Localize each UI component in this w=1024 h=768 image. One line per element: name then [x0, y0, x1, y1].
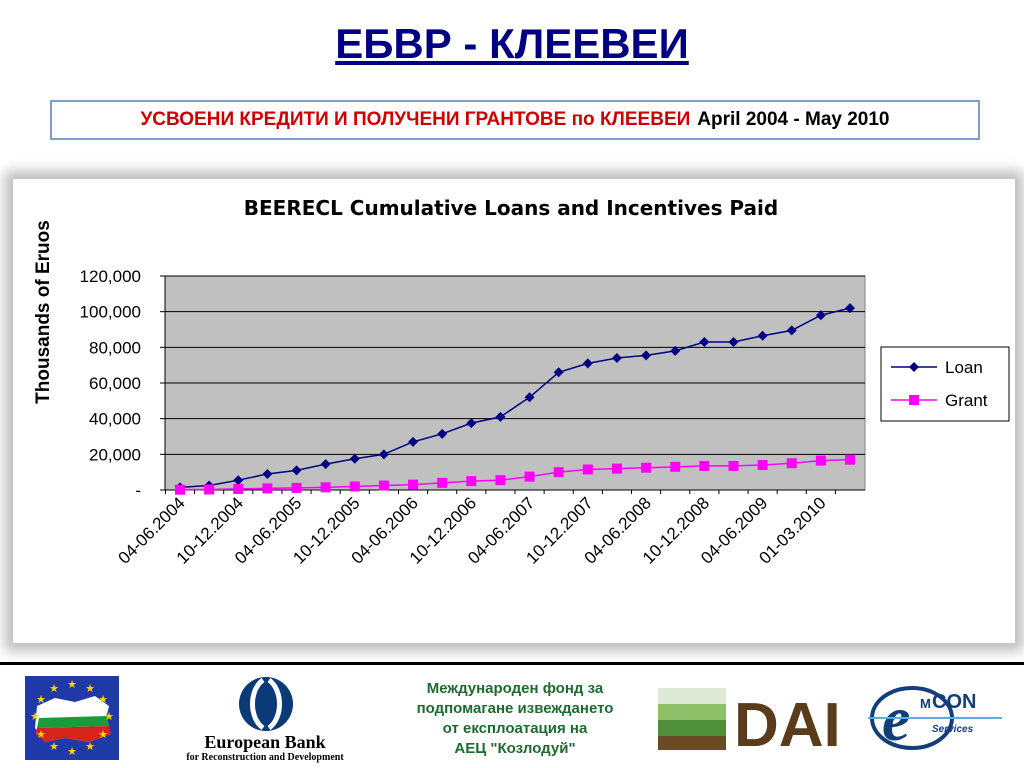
- data-point-grant: [524, 471, 535, 482]
- data-point-loan: [670, 345, 681, 356]
- data-point-grant: [845, 454, 855, 465]
- y-tick-label: 120,000: [80, 267, 141, 286]
- data-point-loan: [641, 350, 652, 361]
- fund-name: Международен фонд за подпомагане извежда…: [395, 679, 635, 759]
- data-point-loan: [786, 325, 797, 336]
- chart-title: BEERECL Cumulative Loans and Incentives …: [244, 196, 778, 220]
- ebrd-logo-icon: European Bank for Reconstruction and Dev…: [165, 676, 365, 766]
- y-tick-label: 20,000: [89, 445, 141, 464]
- data-point-grant: [815, 455, 826, 466]
- legend: Loan Grant: [880, 346, 1010, 422]
- svg-text:★: ★: [85, 682, 95, 695]
- data-point-loan: [408, 436, 419, 447]
- data-point-grant: [670, 461, 681, 472]
- data-point-loan: [845, 303, 855, 314]
- data-point-loan: [233, 475, 244, 486]
- series-line-loan: [179, 307, 851, 489]
- data-point-grant: [699, 460, 710, 471]
- subtitle-main: УСВОЕНИ КРЕДИТИ И ПОЛУЧЕНИ ГРАНТОВЕ по К…: [140, 109, 691, 130]
- dai-logo-icon: DAI: [658, 684, 841, 760]
- data-point-grant: [233, 483, 244, 494]
- fund-line: Международен фонд за: [426, 680, 604, 697]
- svg-text:★: ★: [36, 728, 46, 741]
- data-point-grant: [378, 480, 389, 491]
- data-point-loan: [437, 428, 448, 439]
- emcon-con: CON: [932, 691, 976, 713]
- data-point-loan: [320, 459, 331, 470]
- svg-text:★: ★: [67, 745, 77, 758]
- data-point-loan: [524, 392, 535, 403]
- svg-text:★: ★: [104, 710, 114, 723]
- data-point-loan: [582, 358, 593, 369]
- ebrd-name: European Bank: [204, 732, 326, 752]
- svg-text:★: ★: [67, 678, 77, 691]
- legend-marker-grant: [909, 395, 919, 405]
- data-point-grant: [291, 482, 302, 493]
- fund-line: АЕЦ "Козлодуй": [454, 740, 576, 757]
- y-axis-label: Thousands of Eruos: [33, 220, 54, 404]
- ebrd-subtitle: for Reconstruction and Development: [186, 752, 344, 763]
- y-tick-label: 60,000: [89, 374, 141, 393]
- svg-text:★: ★: [36, 693, 46, 706]
- data-point-grant: [641, 462, 652, 473]
- data-point-grant: [262, 483, 273, 494]
- data-point-grant: [466, 476, 477, 487]
- y-tick-label: 100,000: [80, 303, 141, 322]
- page-title: ЕБВР - КЛЕЕВЕИ: [335, 20, 689, 67]
- data-point-grant: [437, 477, 448, 488]
- data-point-grant: [495, 475, 506, 486]
- data-point-loan: [466, 418, 477, 429]
- data-point-loan: [699, 336, 710, 347]
- fund-line: от експлоатация на: [442, 720, 588, 737]
- eu-flag-bulgaria-map-icon: ★ ★ ★ ★ ★ ★ ★ ★ ★ ★ ★ ★: [25, 676, 119, 760]
- fund-line: подпомагане извеждането: [416, 700, 614, 717]
- data-point-grant: [408, 479, 419, 490]
- data-point-grant: [582, 464, 593, 475]
- data-point-grant: [320, 482, 331, 493]
- y-tick-label: 80,000: [89, 338, 141, 357]
- emcon-m: M: [920, 696, 931, 711]
- data-point-grant: [553, 467, 564, 478]
- data-point-loan: [378, 449, 389, 460]
- data-point-grant: [757, 460, 768, 471]
- data-point-grant: [786, 458, 797, 469]
- data-point-grant: [204, 484, 215, 495]
- data-point-loan: [815, 310, 826, 321]
- y-tick-label: -: [135, 481, 141, 500]
- data-point-grant: [728, 460, 739, 471]
- data-point-loan: [349, 453, 360, 464]
- data-point-grant: [611, 463, 622, 474]
- svg-text:★: ★: [98, 693, 108, 706]
- subtitle-banner: УСВОЕНИ КРЕДИТИ И ПОЛУЧЕНИ ГРАНТОВЕ по К…: [50, 100, 980, 140]
- data-point-loan: [291, 465, 302, 476]
- svg-text:★: ★: [30, 710, 40, 723]
- y-tick-label: 40,000: [89, 410, 141, 429]
- data-point-loan: [757, 330, 768, 341]
- data-point-loan: [553, 367, 564, 378]
- chart-frame: BEERECL Cumulative Loans and Incentives …: [12, 178, 1016, 644]
- data-point-loan: [728, 336, 739, 347]
- data-point-loan: [495, 411, 506, 422]
- data-point-loan: [611, 353, 622, 364]
- legend-label-grant: Grant: [945, 391, 988, 410]
- dai-text: DAI: [734, 691, 838, 754]
- svg-text:★: ★: [98, 728, 108, 741]
- data-point-loan: [262, 468, 273, 479]
- data-point-grant: [349, 481, 360, 492]
- footer-divider: [0, 662, 1024, 665]
- legend-label-loan: Loan: [945, 358, 983, 377]
- legend-marker-loan: [909, 362, 919, 372]
- line-chart: BEERECL Cumulative Loans and Incentives …: [33, 196, 1010, 568]
- svg-text:★: ★: [85, 740, 95, 753]
- data-point-grant: [175, 484, 185, 495]
- legend-box: [880, 346, 1010, 422]
- emcon-logo-icon: e M CON Services: [862, 678, 1007, 758]
- svg-text:★: ★: [49, 740, 59, 753]
- emcon-services: Services: [932, 724, 974, 735]
- svg-text:★: ★: [49, 682, 59, 695]
- subtitle-date-range: April 2004 - May 2010: [697, 109, 890, 130]
